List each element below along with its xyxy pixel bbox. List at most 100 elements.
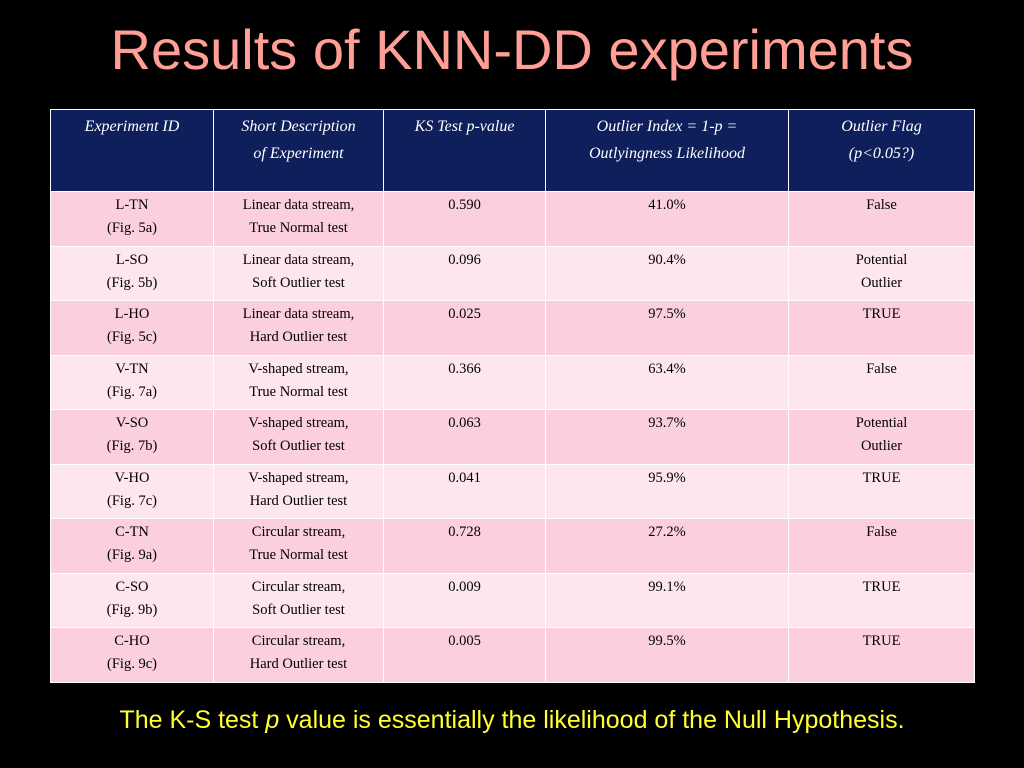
cell-value: 0.009 <box>448 578 481 595</box>
cell-line: Soft Outlier test <box>252 438 345 454</box>
cell-line: (Fig. 9c) <box>107 656 157 672</box>
cell-line: V-SO <box>115 415 149 431</box>
table-body: L-TN (Fig. 5a) Linear data stream, True Nor… <box>50 191 975 683</box>
cell-value: 99.1% <box>648 578 686 595</box>
cell-value: 0.366 <box>448 360 481 377</box>
footer-text-before: The K-S test <box>119 706 266 734</box>
cell-line: Soft Outlier test <box>252 601 345 618</box>
cell-line: L-HO <box>114 306 150 322</box>
cell-p-value: 0.366 <box>383 354 546 410</box>
cell-line: L-SO <box>115 251 149 268</box>
cell-outlier-flag: Potential Outlier <box>788 245 975 301</box>
table-row: C-HO (Fig. 9c) Circular stream, Hard Outlie… <box>50 627 975 683</box>
cell-line: (Fig. 5c) <box>107 329 157 345</box>
header-ks-p-value: KS Test p-value <box>383 109 546 192</box>
cell-line: Soft Outlier test <box>252 274 345 291</box>
cell-p-value: 0.041 <box>383 463 546 519</box>
cell-value: 90.4% <box>648 251 686 268</box>
cell-experiment-id: L-TN (Fig. 5a) <box>50 191 214 247</box>
header-line: Experiment ID <box>84 118 180 135</box>
cell-outlier-index: 99.5% <box>545 627 789 683</box>
header-line: Outlyingness Likelihood <box>589 145 745 162</box>
cell-line: (Fig. 9a) <box>107 547 157 563</box>
cell-line: V-HO <box>114 469 150 486</box>
cell-line: True Normal test <box>249 547 348 563</box>
cell-line: (Fig. 7c) <box>107 492 157 509</box>
cell-outlier-flag: Potential Outlier <box>788 409 975 465</box>
cell-description: Linear data stream, True Normal test <box>213 191 384 247</box>
cell-line: Circular stream, <box>251 524 346 540</box>
cell-line: Hard Outlier test <box>249 329 348 345</box>
cell-p-value: 0.063 <box>383 409 546 465</box>
header-experiment-id: Experiment ID <box>50 109 214 192</box>
cell-experiment-id: C-HO (Fig. 9c) <box>50 627 214 683</box>
cell-line: V-shaped stream, <box>248 469 349 486</box>
footer-text-after: value is essentially the likelihood of t… <box>279 706 905 734</box>
cell-line: TRUE <box>862 306 901 322</box>
cell-outlier-flag: False <box>788 191 975 247</box>
cell-outlier-index: 27.2% <box>545 518 789 574</box>
cell-line: Circular stream, <box>251 578 346 595</box>
header-line: Outlier Index = 1-p = <box>596 118 738 135</box>
cell-value: 99.5% <box>648 633 686 649</box>
cell-line: C-HO <box>114 633 150 649</box>
cell-value: 0.025 <box>448 306 481 322</box>
cell-outlier-flag: TRUE <box>788 300 975 356</box>
slide-title: Results of KNN-DD experiments <box>110 18 914 81</box>
table-row: V-SO (Fig. 7b) V-shaped stream, Soft Outlie… <box>50 409 975 465</box>
table-row: V-HO (Fig. 7c) V-shaped stream, Hard Outlie… <box>50 463 975 519</box>
cell-description: Circular stream, True Normal test <box>213 518 384 574</box>
cell-description: V-shaped stream, Hard Outlier test <box>213 463 384 519</box>
cell-value: 93.7% <box>648 415 686 431</box>
cell-description: Linear data stream, Soft Outlier test <box>213 245 384 301</box>
cell-line: True Normal test <box>249 383 348 400</box>
cell-p-value: 0.728 <box>383 518 546 574</box>
cell-description: Circular stream, Hard Outlier test <box>213 627 384 683</box>
cell-outlier-index: 97.5% <box>545 300 789 356</box>
table-row: L-SO (Fig. 5b) Linear data stream, Soft Out… <box>50 245 975 301</box>
cell-value: 0.063 <box>448 415 481 431</box>
header-line: (p<0.05?) <box>848 145 915 162</box>
cell-outlier-index: 90.4% <box>545 245 789 301</box>
cell-experiment-id: V-TN (Fig. 7a) <box>50 354 214 410</box>
cell-value: 0.096 <box>448 251 481 268</box>
cell-line: V-shaped stream, <box>248 360 349 377</box>
table-row: C-SO (Fig. 9b) Circular stream, Soft Outlie… <box>50 572 975 628</box>
cell-value: 95.9% <box>648 469 686 486</box>
header-row: Experiment ID Short Description of Exper… <box>50 109 975 192</box>
cell-p-value: 0.025 <box>383 300 546 356</box>
cell-p-value: 0.005 <box>383 627 546 683</box>
cell-line: TRUE <box>862 578 901 595</box>
cell-line: L-TN <box>115 197 149 213</box>
table-row: L-HO (Fig. 5c) Linear data stream, Hard Out… <box>50 300 975 356</box>
cell-value: 0.041 <box>448 469 481 486</box>
cell-line: Potential <box>855 251 908 268</box>
cell-description: Circular stream, Soft Outlier test <box>213 572 384 628</box>
cell-outlier-index: 41.0% <box>545 191 789 247</box>
cell-line: Outlier <box>860 438 903 454</box>
cell-description: Linear data stream, Hard Outlier test <box>213 300 384 356</box>
cell-line: Potential <box>855 415 908 431</box>
header-line: Outlier Flag <box>841 118 922 135</box>
cell-experiment-id: V-HO (Fig. 7c) <box>50 463 214 519</box>
cell-line: C-TN <box>115 524 149 540</box>
cell-line: Circular stream, <box>251 633 346 649</box>
cell-description: V-shaped stream, True Normal test <box>213 354 384 410</box>
cell-p-value: 0.009 <box>383 572 546 628</box>
cell-value: 0.005 <box>448 633 481 649</box>
cell-p-value: 0.096 <box>383 245 546 301</box>
cell-value: 0.728 <box>448 524 481 540</box>
cell-experiment-id: L-SO (Fig. 5b) <box>50 245 214 301</box>
cell-outlier-index: 93.7% <box>545 409 789 465</box>
table-row: C-TN (Fig. 9a) Circular stream, True Normal… <box>50 518 975 574</box>
cell-outlier-index: 95.9% <box>545 463 789 519</box>
cell-value: 97.5% <box>648 306 686 322</box>
cell-outlier-flag: TRUE <box>788 572 975 628</box>
header-line: of Experiment <box>253 145 344 162</box>
header-line: KS Test p-value <box>414 118 515 135</box>
cell-outlier-flag: False <box>788 518 975 574</box>
cell-value: 41.0% <box>648 197 686 213</box>
cell-description: V-shaped stream, Soft Outlier test <box>213 409 384 465</box>
results-table-container: Experiment ID Short Description of Exper… <box>50 109 975 683</box>
cell-line: V-shaped stream, <box>248 415 349 431</box>
